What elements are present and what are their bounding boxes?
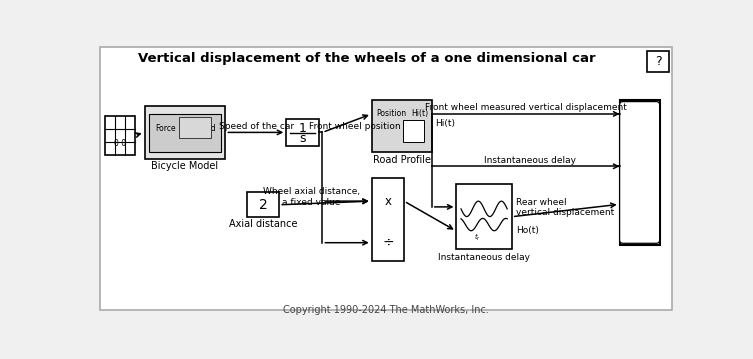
Bar (372, 178, 404, 261)
Text: Rear wheel
vertical displacement: Rear wheel vertical displacement (516, 198, 614, 217)
Text: Front wheel position: Front wheel position (309, 122, 401, 131)
Text: Instantaneous delay: Instantaneous delay (483, 155, 575, 165)
Text: Bicycle Model: Bicycle Model (151, 161, 218, 171)
Text: Road Profile: Road Profile (373, 155, 431, 165)
Text: Force: Force (155, 124, 176, 133)
Text: 2: 2 (259, 198, 267, 212)
Bar (149, 114, 221, 153)
Bar (456, 184, 512, 250)
Text: Speed of the car: Speed of the car (218, 122, 294, 131)
Text: s: s (299, 132, 306, 145)
Bar (105, 116, 135, 155)
Text: ÷: ÷ (382, 236, 394, 250)
Text: Front wheel measured vertical displacement: Front wheel measured vertical displaceme… (425, 103, 626, 112)
Text: Hi(t): Hi(t) (435, 119, 456, 128)
Text: Hi(t): Hi(t) (410, 109, 428, 118)
Bar (648, 51, 669, 73)
Bar (286, 118, 319, 146)
Text: Vertical displacement of the wheels of a one dimensional car: Vertical displacement of the wheels of a… (138, 52, 596, 65)
Bar (145, 106, 225, 159)
Text: Wheel axial distance,
a fixed value: Wheel axial distance, a fixed value (263, 187, 360, 207)
Bar (179, 117, 212, 138)
Text: Ho(t): Ho(t) (516, 226, 538, 235)
Bar (620, 100, 660, 245)
Text: Axial distance: Axial distance (229, 219, 297, 229)
Text: Speed: Speed (192, 124, 216, 133)
Text: 1: 1 (298, 122, 306, 135)
Bar (372, 100, 431, 153)
Text: x: x (384, 195, 392, 208)
Text: Copyright 1990-2024 The MathWorks, Inc.: Copyright 1990-2024 The MathWorks, Inc. (283, 305, 489, 315)
Bar (403, 120, 424, 142)
Text: t$_r$: t$_r$ (474, 232, 481, 243)
Text: Instantaneous delay: Instantaneous delay (438, 253, 530, 262)
Text: 0 0: 0 0 (114, 139, 126, 149)
Text: ?: ? (655, 55, 661, 68)
Bar (247, 192, 279, 217)
Text: Position: Position (376, 109, 407, 118)
FancyBboxPatch shape (620, 102, 660, 243)
